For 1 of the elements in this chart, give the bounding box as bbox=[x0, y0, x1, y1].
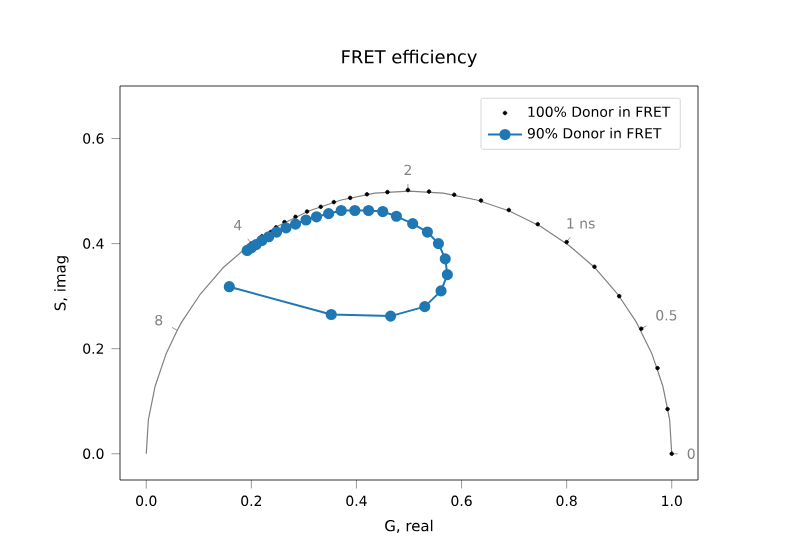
chart-title: FRET efficiency bbox=[342, 49, 477, 67]
